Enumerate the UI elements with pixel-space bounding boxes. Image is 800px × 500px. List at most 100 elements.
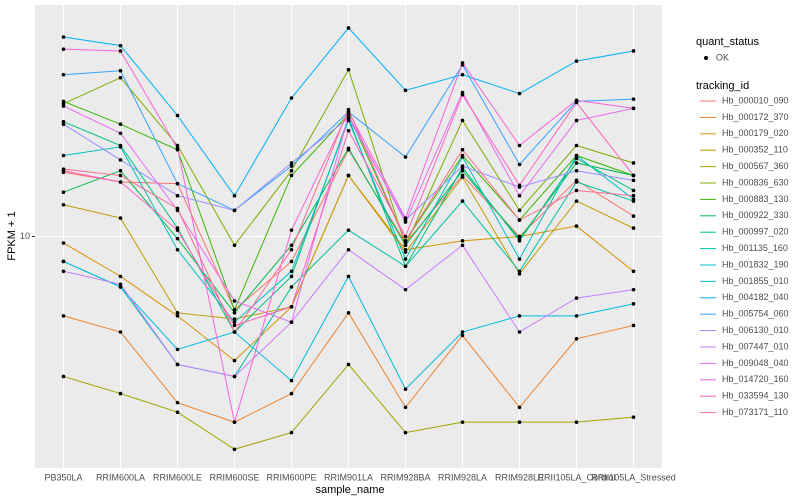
x-tick-label: RRIM928BA (380, 472, 430, 482)
data-point (61, 167, 66, 171)
data-point (631, 188, 636, 193)
y-tick-label: 10 (20, 231, 30, 241)
x-tick-label: RRIM928LE (495, 472, 544, 482)
data-point (118, 145, 123, 149)
data-point (232, 330, 237, 334)
legend-label: Hb_033594_130 (722, 391, 789, 401)
data-point (460, 155, 465, 159)
data-point (574, 143, 579, 148)
data-point (232, 323, 237, 328)
data-point (232, 374, 237, 379)
data-point (574, 420, 579, 424)
data-point (289, 391, 294, 396)
data-point (403, 264, 408, 269)
data-point (460, 168, 465, 173)
legend-label: Hb_000922_330 (722, 210, 789, 220)
data-point (403, 216, 408, 220)
data-point (631, 269, 636, 274)
data-point (403, 405, 408, 410)
data-point (289, 430, 294, 435)
data-point (232, 447, 237, 452)
data-point (175, 113, 180, 118)
data-point (175, 247, 180, 252)
legend-label: Hb_014720_160 (722, 374, 789, 384)
data-point (346, 107, 351, 112)
data-point (574, 59, 579, 63)
legend-point (704, 56, 708, 60)
data-point (175, 146, 180, 151)
data-point (232, 299, 237, 303)
data-point (460, 333, 465, 338)
data-point (61, 314, 66, 318)
data-point (175, 362, 180, 367)
data-point (574, 153, 579, 158)
data-point (61, 374, 66, 379)
data-point (574, 156, 579, 161)
data-point (574, 180, 579, 184)
legend-label: Hb_004182_040 (722, 292, 789, 302)
data-point (403, 220, 408, 224)
data-point (346, 67, 351, 72)
legend-title: quant_status (696, 36, 759, 48)
data-point (289, 96, 294, 100)
legend-label: Hb_001135_160 (722, 243, 788, 253)
data-point (118, 274, 123, 279)
data-point (232, 311, 237, 315)
x-tick-label: RRII105LA_Control (537, 472, 615, 482)
data-point (118, 49, 123, 53)
data-point (175, 311, 180, 315)
data-point (631, 415, 636, 419)
data-point (631, 302, 636, 306)
data-point (517, 91, 522, 96)
x-tick-label: RRIM600PE (266, 472, 316, 482)
data-point (517, 162, 522, 167)
data-point (61, 72, 66, 77)
data-point (118, 75, 123, 80)
data-point (460, 175, 465, 179)
data-point (289, 285, 294, 289)
data-point (232, 317, 237, 321)
data-point (574, 337, 579, 341)
legend-label: Hb_009048_040 (722, 358, 789, 368)
data-point (346, 113, 351, 118)
data-point (517, 330, 522, 334)
data-point (574, 199, 579, 203)
data-point (289, 247, 294, 252)
data-point (517, 208, 522, 213)
data-point (460, 92, 465, 97)
data-point (460, 164, 465, 168)
data-point (289, 243, 294, 248)
data-point (232, 208, 237, 213)
data-point (289, 228, 294, 232)
legend-label: Hb_000010_090 (722, 95, 789, 105)
legend-label: Hb_000997_020 (722, 227, 789, 237)
data-point (61, 35, 66, 39)
data-point (517, 183, 522, 188)
data-point (403, 243, 408, 248)
legend-label: Hb_000836_630 (722, 177, 789, 187)
data-point (460, 243, 465, 248)
data-point (346, 274, 351, 279)
data-point (517, 257, 522, 261)
legend-label: Hb_073171_110 (722, 407, 788, 417)
data-point (631, 49, 636, 53)
data-point (346, 173, 351, 178)
data-point (460, 199, 465, 203)
data-point (460, 72, 465, 77)
data-point (460, 420, 465, 424)
data-point (403, 387, 408, 391)
data-point (175, 236, 180, 241)
x-tick-label: RRIM600LA (96, 472, 145, 482)
data-point (61, 259, 66, 264)
data-point (232, 193, 237, 198)
data-point (118, 180, 123, 184)
data-point (346, 362, 351, 367)
data-point (175, 206, 180, 211)
data-point (118, 68, 123, 73)
data-point (118, 168, 123, 173)
legend-title: tracking_id (696, 80, 749, 92)
x-tick-label: PB350LA (44, 472, 82, 482)
data-point (574, 161, 579, 165)
data-point (61, 190, 66, 195)
data-point (403, 287, 408, 292)
